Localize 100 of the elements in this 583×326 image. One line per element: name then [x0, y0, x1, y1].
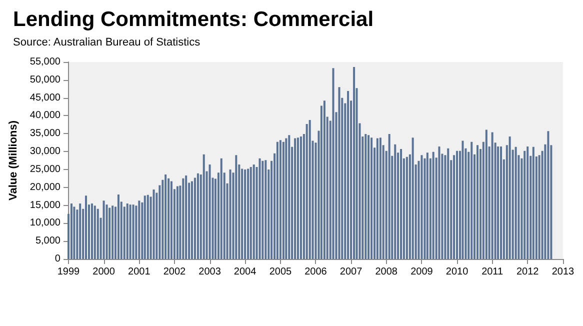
bar	[229, 169, 232, 259]
bar	[84, 196, 87, 259]
bar	[79, 203, 82, 259]
x-tick-label: 2004	[234, 266, 257, 278]
bar	[447, 148, 450, 259]
bar	[196, 173, 199, 259]
y-tick-label: 40,000	[30, 110, 61, 122]
bar	[547, 131, 550, 259]
bar	[138, 200, 140, 259]
y-tick-label: 30,000	[30, 146, 61, 158]
bar	[412, 138, 414, 259]
bar	[376, 138, 378, 259]
bar	[202, 154, 205, 259]
bar	[168, 178, 170, 259]
y-tick-label: 35,000	[30, 128, 61, 140]
bar	[347, 91, 350, 259]
bar	[90, 203, 93, 259]
bar	[126, 203, 128, 259]
x-tick-label: 2005	[269, 266, 292, 278]
bar	[129, 204, 132, 259]
x-tick-label: 2001	[128, 266, 151, 278]
x-tick-label: 2002	[163, 266, 186, 278]
y-tick-label: 0	[54, 254, 61, 264]
y-tick-label: 15,000	[30, 200, 61, 211]
bar	[420, 155, 423, 259]
bar	[276, 142, 278, 259]
bar	[170, 181, 172, 259]
bar	[288, 135, 290, 259]
bar	[279, 140, 282, 259]
y-tick-label: 25,000	[30, 164, 61, 175]
bar	[112, 206, 114, 259]
bar	[73, 206, 76, 259]
bar	[247, 168, 250, 259]
bar	[244, 169, 246, 259]
bar	[182, 178, 184, 259]
bar	[296, 138, 299, 259]
y-axis-title: Value (Millions)	[8, 120, 20, 201]
bar	[294, 138, 296, 259]
y-tick-label: 45,000	[30, 92, 61, 104]
bar	[388, 134, 390, 259]
bar	[262, 160, 264, 259]
bar	[400, 149, 402, 259]
bar	[379, 138, 382, 259]
bar	[96, 208, 99, 259]
bar	[308, 120, 311, 259]
x-tick-label: 2003	[198, 266, 222, 278]
bar	[526, 146, 529, 259]
x-tick-label: 2009	[410, 266, 434, 278]
x-tick-label: 2011	[482, 266, 504, 278]
bar	[264, 160, 267, 259]
bar	[491, 132, 494, 259]
bar	[152, 190, 155, 259]
bar	[406, 156, 408, 259]
bar	[370, 138, 373, 259]
bar	[462, 140, 464, 259]
bar	[538, 155, 540, 259]
bar	[190, 181, 193, 259]
bar	[394, 144, 396, 259]
x-tick-label: 2000	[92, 266, 116, 278]
x-tick-label: 2006	[304, 266, 328, 278]
bar	[476, 145, 479, 259]
bar	[144, 196, 146, 259]
bar	[485, 130, 488, 259]
x-tick-label: 2007	[340, 266, 363, 278]
x-tick-label: 2012	[516, 266, 540, 278]
bar	[235, 155, 238, 259]
bar	[241, 168, 244, 259]
bar	[194, 178, 196, 259]
bar	[514, 146, 517, 259]
x-tick-label: 2010	[446, 266, 469, 278]
bar	[508, 136, 511, 259]
bar	[524, 150, 526, 259]
chart-subtitle: Source: Australian Bureau of Statistics	[13, 36, 201, 48]
bar	[70, 203, 72, 259]
bar	[432, 152, 434, 259]
bar	[258, 158, 261, 259]
bar	[426, 152, 428, 259]
y-tick-label: 50,000	[30, 74, 61, 86]
x-tick-label: 1999	[57, 266, 80, 278]
bar	[282, 142, 284, 259]
bar	[332, 68, 334, 259]
bar	[108, 208, 111, 259]
bar	[497, 146, 500, 259]
bar	[208, 164, 211, 259]
y-tick-label: 55,000	[30, 56, 61, 68]
bar	[106, 204, 108, 259]
bar	[94, 206, 96, 259]
bar	[102, 200, 105, 259]
bar	[185, 176, 188, 259]
bar	[285, 138, 288, 259]
bar	[500, 146, 502, 259]
bar	[146, 194, 149, 259]
bar	[300, 136, 302, 259]
bar	[338, 87, 340, 259]
bar	[220, 158, 222, 259]
bar	[323, 100, 326, 259]
y-tick-label: 20,000	[30, 182, 61, 193]
y-tick-label: 10,000	[30, 218, 61, 229]
bar	[364, 134, 367, 259]
bar	[532, 146, 534, 259]
